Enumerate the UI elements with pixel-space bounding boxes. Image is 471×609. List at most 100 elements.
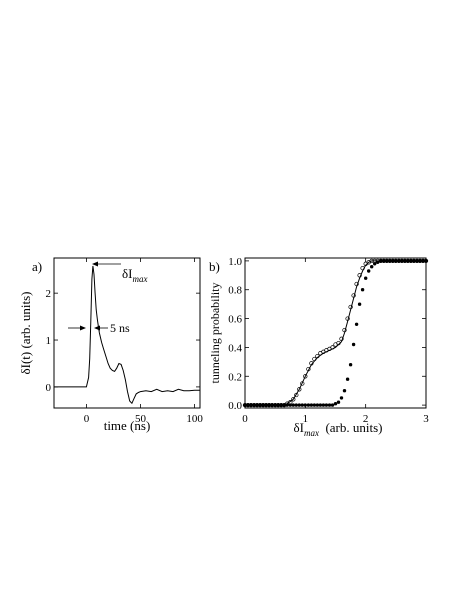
filled-circle-point xyxy=(357,302,362,306)
fit-line xyxy=(281,260,384,406)
filled-circle-point xyxy=(333,402,338,406)
filled-circle-point xyxy=(270,403,274,407)
filled-circle-point xyxy=(252,403,256,407)
panel-b-xlabel-symbol: δI xyxy=(293,420,303,435)
filled-circle-point xyxy=(403,259,407,263)
panel-b-xlabel-rest: (arb. units) xyxy=(319,420,383,435)
panel-b-y-tick-label: 0.6 xyxy=(228,314,242,326)
panel-b-x-tick-label: 1 xyxy=(303,413,309,425)
filled-circle-point xyxy=(309,403,314,407)
panel-a-y-tick-label: 0 xyxy=(46,382,52,394)
filled-circle-point xyxy=(345,377,350,381)
filled-circle-point xyxy=(397,259,401,263)
filled-circle-point xyxy=(360,288,365,292)
filled-circle-point xyxy=(406,259,410,263)
filled-circle-point xyxy=(354,322,359,326)
filled-circle-point xyxy=(315,403,320,407)
open-circle-point xyxy=(303,374,308,379)
filled-circle-point xyxy=(367,269,371,273)
panel-a-plot-frame xyxy=(53,257,201,409)
filled-circle-point xyxy=(385,259,389,263)
peak-annotation-subscript: max xyxy=(132,274,147,284)
filled-circle-point xyxy=(330,403,335,407)
panel-b-x-tick-label: 2 xyxy=(363,413,369,425)
panel-a-label: a) xyxy=(32,259,42,274)
panel-a-x-tick-label: 100 xyxy=(186,413,203,425)
filled-circle-point xyxy=(351,342,356,347)
filled-circle-point xyxy=(318,403,323,407)
panel-b-y-tick-label: 0.2 xyxy=(228,371,242,383)
filled-circle-point xyxy=(303,403,307,407)
panel-b-ticks: 0 1 2 3 0.0 0.2 0.4 0.6 0.8 1.0 xyxy=(228,256,429,425)
filled-circle-point xyxy=(258,403,262,407)
panel-a-ylabel: δI(t) (arb. units) xyxy=(18,291,33,374)
filled-circle-point xyxy=(276,403,280,407)
peak-annotation-symbol: δI xyxy=(122,266,132,281)
panel-a-marks xyxy=(54,265,200,405)
filled-circle-point xyxy=(294,403,298,407)
filled-circle-point xyxy=(339,396,344,400)
panel-a-annotations: δImax 5 ns xyxy=(68,261,147,335)
panel-b-marks xyxy=(242,258,429,408)
panel-a-x-tick-label: 50 xyxy=(135,413,147,425)
filled-circle-point xyxy=(364,276,368,280)
filled-circle-point xyxy=(370,265,374,269)
panel-b-y-tick-label: 1.0 xyxy=(228,256,242,268)
filled-circle-point xyxy=(264,403,268,407)
filled-circle-point xyxy=(336,400,341,404)
open-circle-point xyxy=(294,392,299,398)
panel-b: b) 0 1 2 3 0.0 0.2 0.4 0.6 0.8 1.0 δImax (arb. un… xyxy=(208,256,429,438)
filled-circle-point xyxy=(373,262,377,266)
filled-circle-point xyxy=(291,403,295,407)
filled-circle-point xyxy=(348,363,353,367)
filled-circle-point xyxy=(388,259,392,263)
filled-circle-point xyxy=(412,259,416,263)
filled-circle-point xyxy=(246,403,250,407)
filled-circle-point xyxy=(249,403,253,407)
filled-circle-point xyxy=(409,259,413,263)
panel-b-plot-frame xyxy=(244,257,427,409)
peak-annotation: δImax xyxy=(122,266,147,284)
filled-circle-point xyxy=(418,259,422,263)
filled-circle-point xyxy=(306,403,311,407)
panel-b-xlabel: δImax (arb. units) xyxy=(293,420,382,438)
filled-circle-point xyxy=(424,259,428,263)
panel-a-xlabel: time (ns) xyxy=(104,418,151,433)
panel-b-x-tick-label: 0 xyxy=(242,413,248,425)
panel-b-y-tick-label: 0.0 xyxy=(228,400,242,412)
panel-b-y-tick-label: 0.8 xyxy=(228,285,242,297)
panel-a-x-tick-label: 0 xyxy=(84,413,90,425)
panel-a-y-tick-label: 2 xyxy=(46,288,52,300)
filled-circle-point xyxy=(312,403,317,407)
panel-b-label: b) xyxy=(209,259,220,274)
filled-circle-point xyxy=(415,259,419,263)
width-arrow-right-head xyxy=(94,325,100,331)
filled-circle-point xyxy=(255,403,259,407)
filled-circle-point xyxy=(300,403,304,407)
filled-circle-point xyxy=(273,403,277,407)
filled-circle-point xyxy=(267,403,271,407)
filled-circle-point xyxy=(243,403,247,407)
panel-b-x-tick-label: 3 xyxy=(423,413,429,425)
filled-circle-point xyxy=(391,259,395,263)
filled-circle-point xyxy=(394,259,398,263)
filled-circle-point xyxy=(327,403,332,407)
panel-a-ticks: 0 50 100 0 1 2 xyxy=(46,258,203,425)
filled-circle-point xyxy=(400,259,404,263)
filled-circle-point xyxy=(321,403,326,407)
filled-circle-point xyxy=(342,389,347,393)
filled-circle-point xyxy=(324,403,329,407)
panel-b-y-tick-label: 0.4 xyxy=(228,342,242,354)
open-circle-point xyxy=(297,387,302,392)
panel-b-xlabel-subscript: max xyxy=(304,428,319,438)
signal-trace xyxy=(54,265,200,405)
width-annotation: 5 ns xyxy=(110,321,130,335)
peak-arrow-head xyxy=(92,261,98,267)
open-circle-point xyxy=(291,397,296,402)
panel-a-y-tick-label: 1 xyxy=(46,335,52,347)
filled-circle-point xyxy=(297,403,301,407)
width-arrow-left-head xyxy=(80,325,86,331)
filled-circle-point xyxy=(421,259,425,263)
panel-b-ylabel: tunneling probability xyxy=(208,283,222,384)
